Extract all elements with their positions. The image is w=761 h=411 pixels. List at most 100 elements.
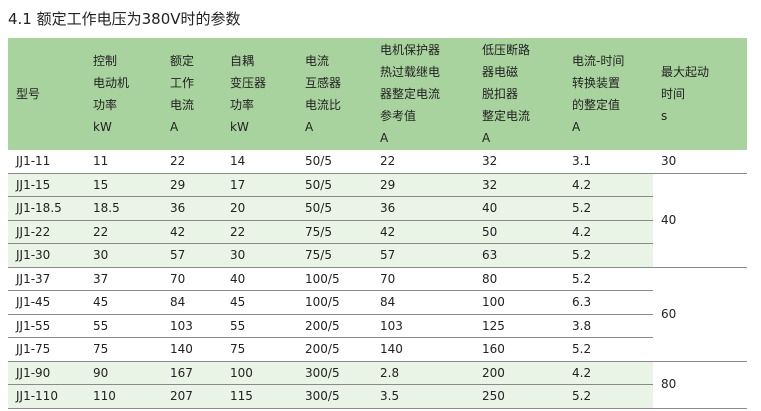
table-cell: 100/5 (297, 267, 372, 291)
table-cell: 32 (474, 150, 564, 174)
table-cell: 75/5 (297, 220, 372, 244)
table-cell: 200/5 (297, 314, 372, 338)
table-cell: 55 (222, 314, 297, 338)
table-cell: 22 (85, 220, 162, 244)
table-cell: 250 (474, 384, 564, 409)
table-cell: 4.2 (564, 361, 653, 385)
table-row: JJ1-11 11 22 14 50/5 22 32 3.1 30 (8, 150, 747, 174)
table-cell: 110 (85, 384, 162, 409)
column-header-line: 参考值 (380, 109, 417, 123)
table-body: JJ1-11 11 22 14 50/5 22 32 3.1 30 JJ1-15 15 29 17 50/… (8, 150, 747, 409)
table-cell: 30 (222, 243, 297, 268)
column-header-line: s (661, 109, 668, 123)
table-header: 型号 控制电动机功率 kW 额定 工作 电流 A 自耦变压器功率 kW 电流互感器电流比 A 电机保护… (8, 38, 747, 150)
table-cell: 17 (222, 173, 297, 197)
table-cell: 20 (222, 196, 297, 221)
table-cell: 5.2 (564, 337, 653, 362)
table-cell: JJ1-75 (8, 337, 85, 362)
column-header-line: 器整定电流 (380, 87, 441, 101)
column-header-line: 电流 (305, 54, 330, 68)
table-cell: 70 (372, 267, 474, 291)
table-cell: 100 (474, 290, 564, 315)
column-header-line: 控制 (93, 54, 118, 68)
column-header: 额定 工作 电流 A (162, 38, 222, 150)
table-cell: 140 (372, 337, 474, 362)
table-cell: 5.2 (564, 243, 653, 268)
table-cell: 103 (372, 314, 474, 338)
column-header-line: 功率 (230, 98, 255, 112)
column-header: 控制电动机功率 kW (85, 38, 162, 150)
table-cell: JJ1-18.5 (8, 196, 85, 221)
column-header-line: 整定电流 (482, 109, 531, 123)
table-cell: JJ1-110 (8, 384, 85, 409)
table-cell: 6.3 (564, 290, 653, 315)
table-cell: 45 (85, 290, 162, 315)
table-cell: 5.2 (564, 384, 653, 409)
column-header-line: 型号 (16, 87, 41, 101)
table-cell: 75/5 (297, 243, 372, 268)
table-cell: 80 (474, 267, 564, 291)
column-header: 电流 互感器 电流比 A (297, 38, 372, 150)
column-header-line: 电动机 (93, 76, 130, 90)
column-header-line: A (482, 131, 491, 145)
column-header-line: 变压器 (230, 76, 267, 90)
table-row: JJ1-110 110 207 115 300/5 3.5 250 5.2 (8, 384, 747, 409)
column-header-line: 功率 (93, 98, 118, 112)
table-cell: 125 (474, 314, 564, 338)
column-header-line: 电机保护器 (380, 43, 441, 57)
table-cell: 5.2 (564, 267, 653, 291)
table-cell: 50/5 (297, 173, 372, 197)
column-header-line: 互感器 (305, 76, 342, 90)
table-cell: 100 (222, 361, 297, 385)
table-cell: 29 (372, 173, 474, 197)
table-cell: 140 (162, 337, 222, 362)
table-row: JJ1-18.5 18.5 36 20 50/5 36 40 5.2 (8, 196, 747, 221)
column-header-line: 转换装置 (572, 76, 621, 90)
table-cell: 115 (222, 384, 297, 409)
table-cell: 36 (162, 196, 222, 221)
table-cell: 100/5 (297, 290, 372, 315)
table-cell: 300/5 (297, 384, 372, 409)
section-title: 4.1 额定工作电压为380V时的参数 (8, 10, 241, 28)
table-cell: JJ1-15 (8, 173, 85, 197)
table-cell: 3.1 (564, 150, 653, 174)
column-header-line: 自耦 (230, 54, 255, 68)
table-cell: 18.5 (85, 196, 162, 221)
column-header-line: 额定 (170, 54, 195, 68)
table-cell: 3.8 (564, 314, 653, 338)
table-cell: 90 (85, 361, 162, 385)
table-cell: 75 (85, 337, 162, 362)
table-row: JJ1-22 22 42 22 75/5 42 50 4.2 (8, 220, 747, 244)
table-cell: 70 (162, 267, 222, 291)
table-cell: 4.2 (564, 173, 653, 197)
column-header: 自耦 变压器 功率 kW (222, 38, 297, 150)
table-cell: 42 (162, 220, 222, 244)
column-header: 低压断路 器电磁 脱扣器 整定电流 A (474, 38, 564, 150)
table-cell: 30 (85, 243, 162, 268)
table-cell: 50 (474, 220, 564, 244)
column-header-line: 电流比 (305, 98, 342, 112)
column-header-line: kW (93, 120, 112, 134)
table-cell: JJ1-22 (8, 220, 85, 244)
table-cell: 207 (162, 384, 222, 409)
table-cell: 167 (162, 361, 222, 385)
table-cell: 36 (372, 196, 474, 221)
column-header-line: 器电磁 (482, 65, 519, 79)
table-cell: 200 (474, 361, 564, 385)
table-row: JJ1-37 37 70 40 100/5 70 80 5.2 60 (8, 267, 747, 362)
column-header-line: 的整定值 (572, 98, 621, 112)
table-cell: 103 (162, 314, 222, 338)
table-cell: 37 (85, 267, 162, 291)
column-header: 最大起动 时间 s (653, 38, 747, 150)
table-cell: JJ1-11 (8, 150, 85, 174)
table-cell: 15 (85, 173, 162, 197)
table-cell: JJ1-45 (8, 290, 85, 315)
max-start-time-cell: 80 (653, 361, 747, 409)
table-row: JJ1-75 75 140 75 200/5 140 160 5.2 (8, 337, 747, 362)
column-header-line: 时间 (661, 87, 686, 101)
table-cell: 14 (222, 150, 297, 174)
table-cell: 55 (85, 314, 162, 338)
table-cell: 2.8 (372, 361, 474, 385)
table-cell: 32 (474, 173, 564, 197)
table-cell: 300/5 (297, 361, 372, 385)
